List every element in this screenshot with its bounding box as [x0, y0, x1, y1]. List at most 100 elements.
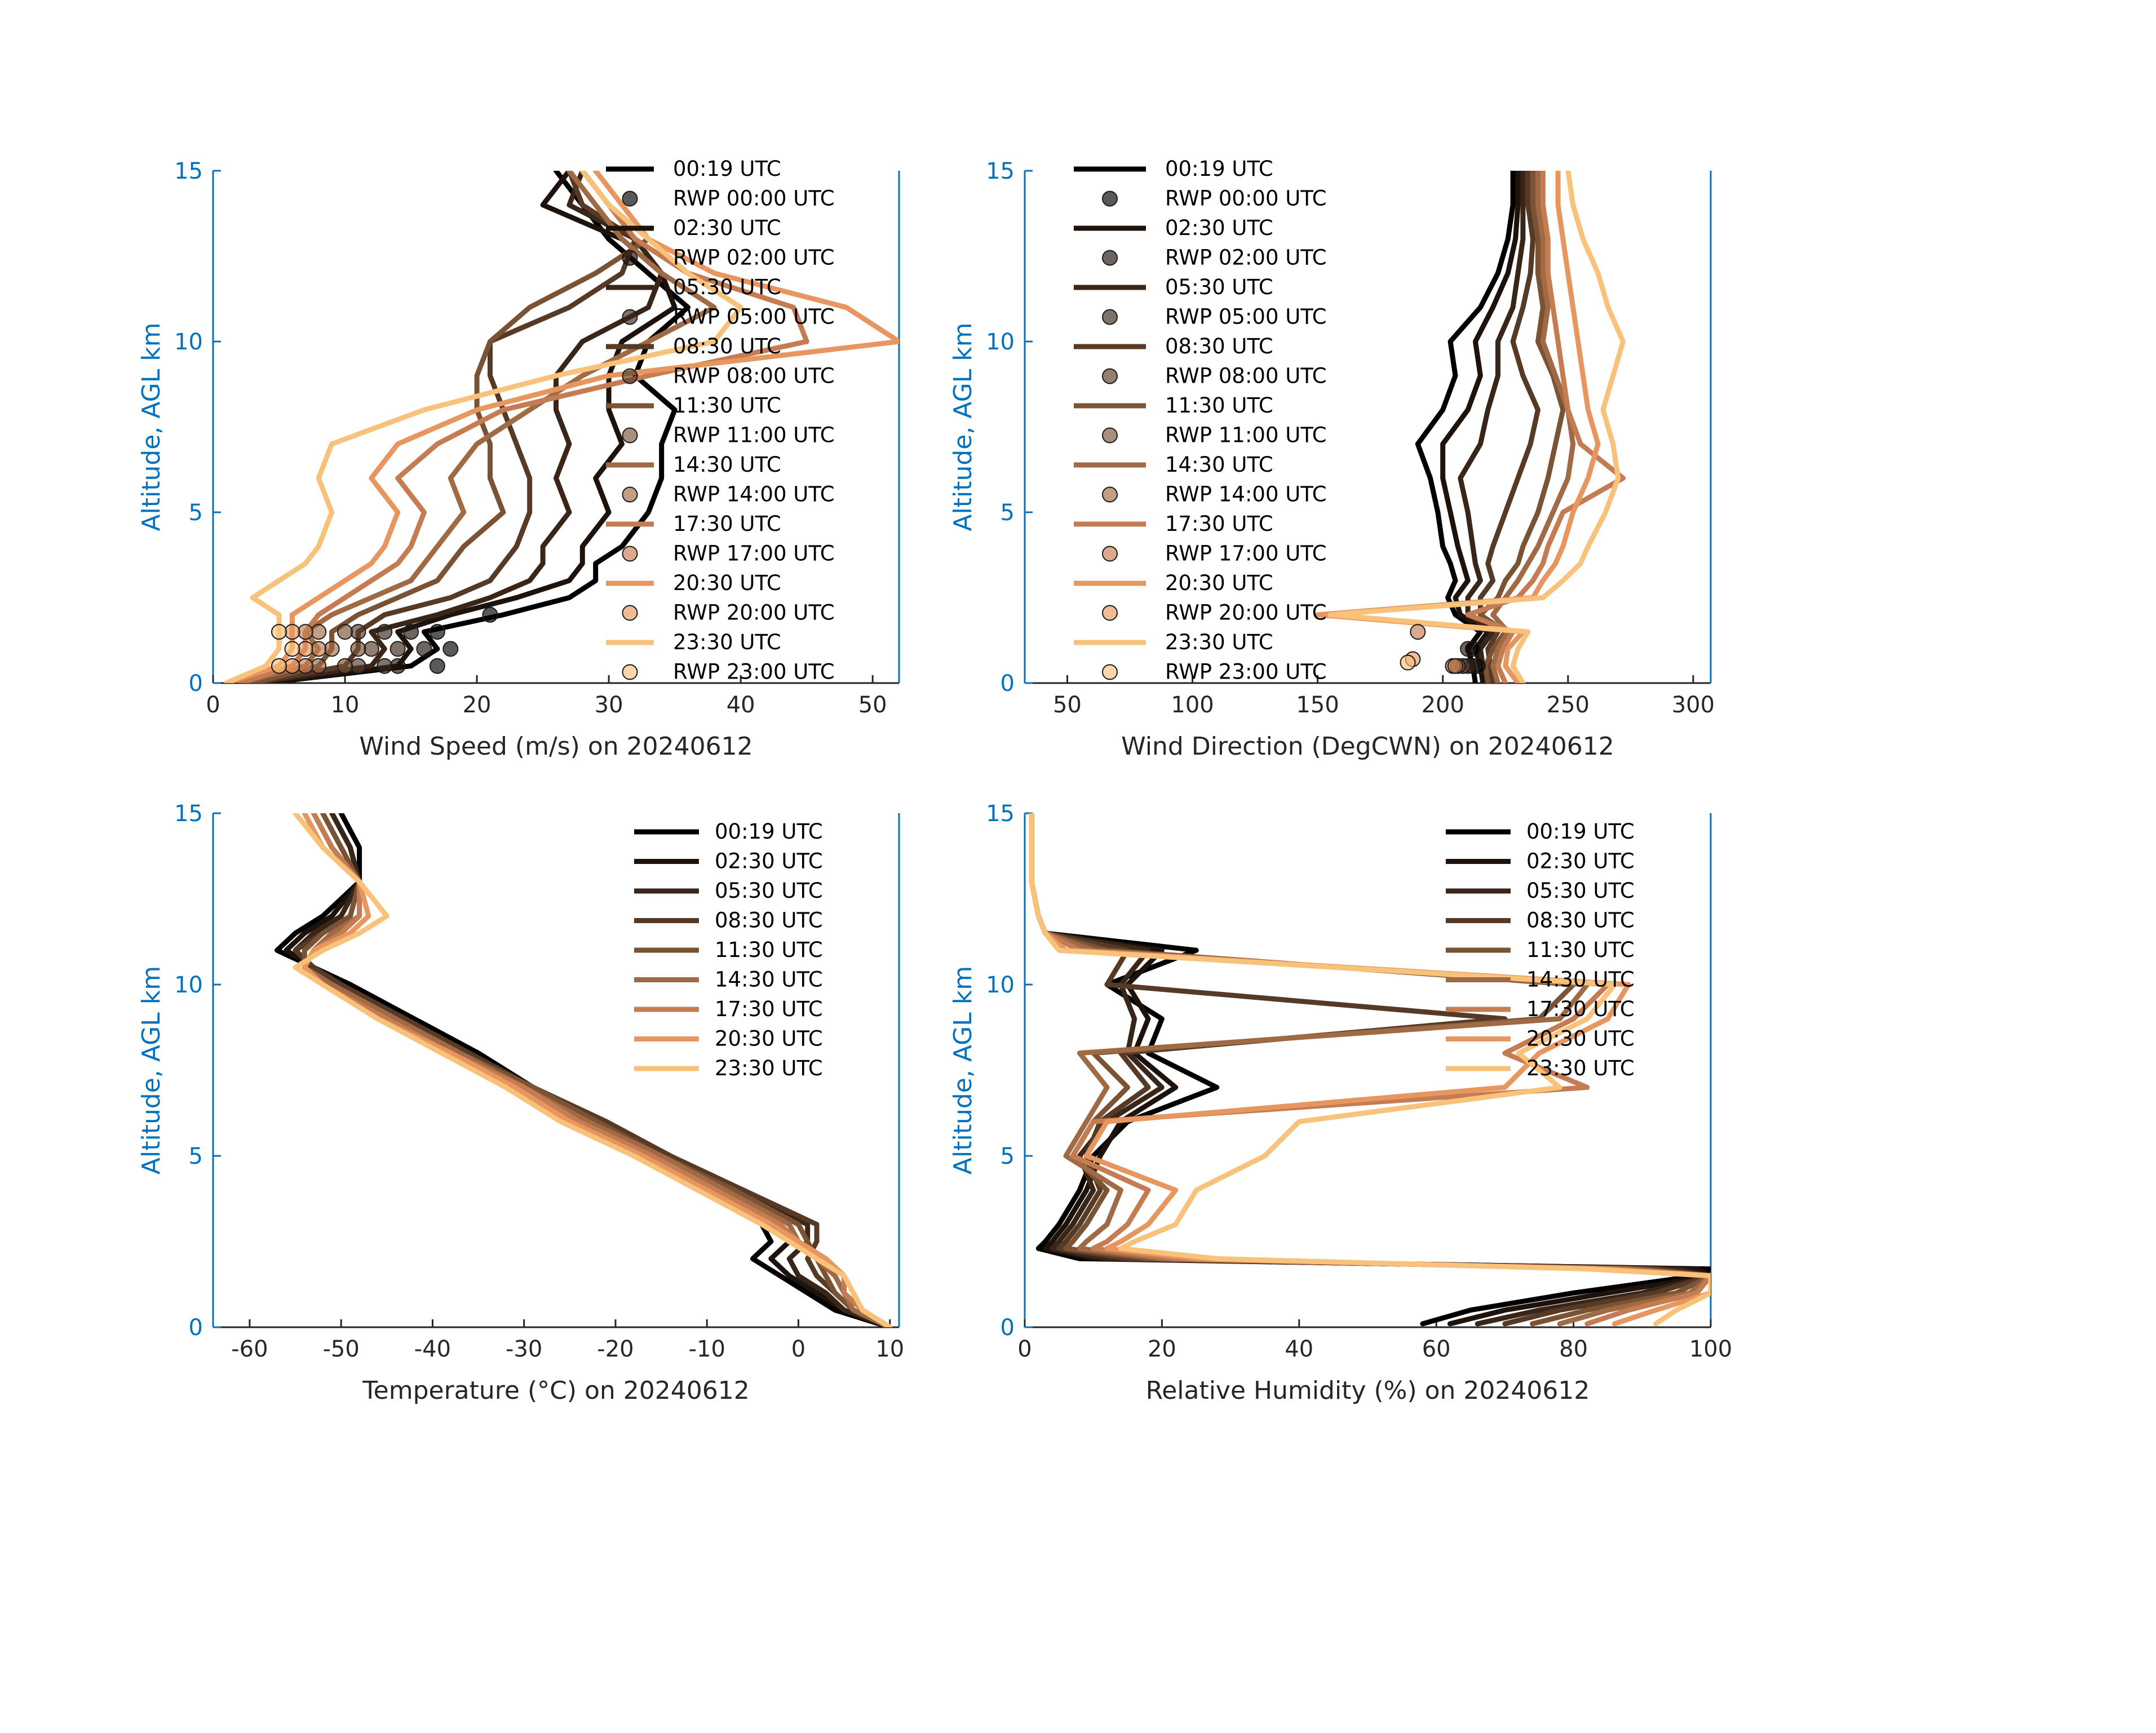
- rwp-point: [311, 624, 327, 640]
- series-line: [250, 171, 665, 683]
- x-tick-label: 40: [727, 692, 755, 718]
- legend-marker: [1102, 250, 1118, 266]
- legend-label: 20:30 UTC: [673, 571, 781, 595]
- y-tick-label: 5: [1000, 1143, 1015, 1169]
- rwp-point: [377, 624, 393, 640]
- series-line: [1465, 171, 1626, 683]
- x-tick-label: 30: [595, 692, 623, 718]
- rwp-point: [389, 641, 406, 657]
- y-tick-label: 10: [174, 972, 203, 998]
- series-line: [250, 171, 651, 683]
- legend-label: RWP 11:00 UTC: [1165, 423, 1327, 447]
- x-tick-label: -40: [414, 1336, 451, 1362]
- legend-label: RWP 00:00 UTC: [673, 187, 835, 211]
- legend-marker: [622, 664, 638, 680]
- x-axis-title: Relative Humidity (%) on 20240612: [1146, 1376, 1590, 1405]
- legend-label: 02:30 UTC: [673, 216, 781, 240]
- wind-speed-panel: 0 10 20 30 40 50 0 5 10 15 Wind Speed (m/s) on 202…: [137, 157, 900, 761]
- legend-label: 11:30 UTC: [1165, 393, 1273, 418]
- plot-area: [1315, 171, 1626, 683]
- rwp-point: [337, 658, 353, 674]
- legend-marker: [1102, 190, 1118, 207]
- rwp-point: [311, 641, 327, 657]
- legend-label: 17:30 UTC: [1526, 997, 1635, 1021]
- rwp-point: [337, 624, 353, 640]
- legend-label: RWP 17:00 UTC: [673, 542, 835, 566]
- legend-label: 20:30 UTC: [1526, 1027, 1635, 1051]
- legend-label: 14:30 UTC: [1526, 968, 1635, 992]
- rwp-point: [297, 641, 313, 657]
- legend-label: 00:19 UTC: [715, 819, 823, 844]
- legend-label: 17:30 UTC: [673, 512, 781, 536]
- legend-marker: [622, 486, 638, 503]
- legend-label: 20:30 UTC: [1165, 571, 1273, 595]
- legend-label: RWP 14:00 UTC: [673, 482, 835, 507]
- legend-label: RWP 05:00 UTC: [673, 305, 835, 329]
- legend-marker: [622, 368, 638, 384]
- legend-label: 23:30 UTC: [1526, 1056, 1635, 1080]
- y-tick-label: 15: [986, 158, 1015, 184]
- x-axis-title: Wind Direction (DegCWN) on 20240612: [1121, 732, 1614, 761]
- legend-label: 05:30 UTC: [715, 879, 823, 903]
- legend-label: 23:30 UTC: [715, 1056, 823, 1080]
- legend-label: RWP 02:00 UTC: [673, 246, 835, 270]
- legend-marker: [1102, 427, 1118, 444]
- rwp-point: [377, 658, 393, 674]
- legend-label: 14:30 UTC: [673, 453, 781, 477]
- legend-label: RWP 00:00 UTC: [1165, 187, 1327, 211]
- rwp-point: [1460, 641, 1476, 657]
- legend-label: 02:30 UTC: [1526, 849, 1635, 874]
- x-tick-label: 20: [1148, 1336, 1176, 1362]
- legend-label: RWP 23:00 UTC: [673, 660, 835, 684]
- x-tick-label: 50: [858, 692, 887, 718]
- legend-label: 08:30 UTC: [1165, 334, 1273, 358]
- legend-label: 08:30 UTC: [673, 334, 781, 358]
- relative-humidity-panel: 0 20 40 60 80 100 0 5 10 15 Relative Humidity (%) …: [949, 801, 1732, 1405]
- legend-marker: [1102, 664, 1118, 680]
- legend-marker: [1102, 546, 1118, 562]
- legend-label: 17:30 UTC: [1165, 512, 1273, 536]
- legend-label: RWP 20:00 UTC: [1165, 601, 1327, 625]
- legend-label: RWP 20:00 UTC: [673, 601, 835, 625]
- legend-label: 02:30 UTC: [1165, 216, 1273, 240]
- legend-label: RWP 14:00 UTC: [1165, 482, 1327, 507]
- x-tick-label: 150: [1296, 692, 1339, 718]
- rwp-point: [1410, 624, 1426, 640]
- rwp-point: [297, 624, 313, 640]
- rwp-point: [324, 641, 340, 657]
- y-tick-label: 15: [986, 801, 1015, 827]
- legend-marker: [622, 250, 638, 266]
- rwp-point: [482, 606, 498, 623]
- rwp-point: [1400, 654, 1416, 671]
- legend-marker: [622, 190, 638, 207]
- legend-label: 08:30 UTC: [1526, 908, 1635, 933]
- legend-label: 00:19 UTC: [1165, 157, 1273, 181]
- rwp-point: [416, 641, 432, 657]
- y-tick-label: 0: [189, 671, 203, 697]
- x-tick-label: 50: [1053, 692, 1082, 718]
- rwp-point: [429, 658, 445, 674]
- x-tick-label: 60: [1422, 1336, 1451, 1362]
- x-tick-label: -60: [231, 1336, 268, 1362]
- x-tick-label: 100: [1689, 1336, 1732, 1362]
- y-tick-label: 10: [174, 329, 203, 355]
- y-tick-label: 15: [174, 801, 203, 827]
- y-axis-title: Altitude, AGL km: [949, 966, 977, 1174]
- legend-label: RWP 11:00 UTC: [673, 423, 835, 447]
- legend-label: 05:30 UTC: [1526, 879, 1635, 903]
- legend-label: 00:19 UTC: [673, 157, 781, 181]
- plot-area: [275, 813, 893, 1327]
- legend-marker: [622, 605, 638, 621]
- x-tick-label: 250: [1547, 692, 1590, 718]
- legend-label: 20:30 UTC: [715, 1027, 823, 1051]
- rwp-point: [284, 641, 300, 657]
- rwp-point: [363, 641, 379, 657]
- legend-label: RWP 02:00 UTC: [1165, 246, 1327, 270]
- series-line: [302, 813, 893, 1327]
- temperature-panel: -60 -50 -40 -30 -20 -10 0 10 0 5 10 15 Temperature (…: [137, 801, 904, 1405]
- plot-area: [223, 171, 899, 683]
- series-line: [1327, 171, 1626, 683]
- legend-label: 08:30 UTC: [715, 908, 823, 933]
- legend-marker: [1102, 605, 1118, 621]
- y-tick-label: 0: [189, 1315, 203, 1341]
